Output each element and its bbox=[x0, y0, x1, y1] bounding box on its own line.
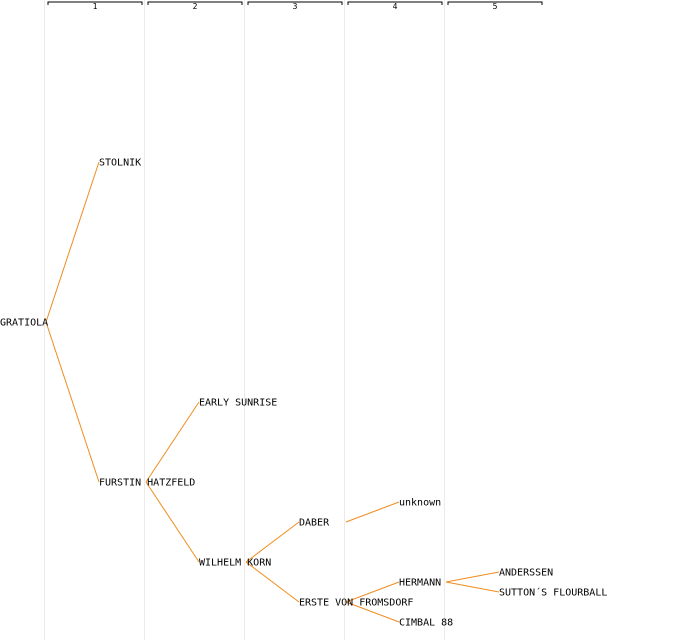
node-wilhelm-korn[interactable]: WILHELM KORN bbox=[199, 558, 271, 569]
column-headers: 1 2 3 4 5 bbox=[47, 1, 543, 11]
column-number-5: 5 bbox=[493, 2, 498, 11]
node-unknown[interactable]: unknown bbox=[399, 498, 441, 509]
node-gratiola[interactable]: GRATIOLA bbox=[0, 318, 48, 329]
node-anderssen[interactable]: ANDERSSEN bbox=[499, 568, 553, 579]
node-daber[interactable]: DABER bbox=[299, 518, 330, 529]
tree-edges bbox=[45, 161, 500, 623]
edge-erste-von-fromsdorf-to-cimbal-88 bbox=[345, 601, 400, 623]
edge-furstin-hatzfeld-to-wilhelm-korn bbox=[145, 481, 200, 563]
column-bracket-4 bbox=[347, 1, 443, 5]
node-stolnik[interactable]: STOLNIK bbox=[99, 158, 141, 169]
column-guides bbox=[44, 0, 445, 640]
edge-wilhelm-korn-to-erste-von-fromsdorf bbox=[245, 561, 300, 603]
column-bracket-1 bbox=[47, 1, 143, 5]
edge-hermann-to-anderssen bbox=[445, 571, 500, 583]
edge-gratiola-to-furstin-hatzfeld bbox=[45, 321, 100, 483]
column-number-1: 1 bbox=[93, 2, 98, 11]
edge-wilhelm-korn-to-daber bbox=[245, 521, 300, 563]
column-number-3: 3 bbox=[293, 2, 298, 11]
node-suttons-flourball[interactable]: SUTTON´S FLOURBALL bbox=[499, 587, 607, 599]
column-bracket-3 bbox=[247, 1, 343, 5]
node-erste-von-fromsdorf[interactable]: ERSTE VON FROMSDORF bbox=[299, 598, 413, 609]
column-bracket-5 bbox=[447, 1, 543, 5]
edge-erste-von-fromsdorf-to-hermann bbox=[345, 581, 400, 603]
column-bracket-2 bbox=[147, 1, 243, 5]
node-cimbal-88[interactable]: CIMBAL 88 bbox=[399, 618, 453, 629]
tree-nodes: GRATIOLA STOLNIK FURSTIN HATZFELD EARLY SUN… bbox=[0, 158, 607, 629]
node-early-sunrise[interactable]: EARLY SUNRISE bbox=[199, 398, 277, 409]
column-number-4: 4 bbox=[393, 2, 398, 11]
edge-furstin-hatzfeld-to-early-sunrise bbox=[145, 401, 200, 483]
node-hermann[interactable]: HERMANN bbox=[399, 578, 441, 589]
edge-hermann-to-suttons-flourball bbox=[445, 581, 500, 593]
edge-gratiola-to-stolnik bbox=[45, 161, 100, 323]
node-furstin-hatzfeld[interactable]: FURSTIN HATZFELD bbox=[99, 478, 195, 489]
column-number-2: 2 bbox=[193, 2, 198, 11]
edge-daber-to-unknown bbox=[345, 501, 400, 523]
